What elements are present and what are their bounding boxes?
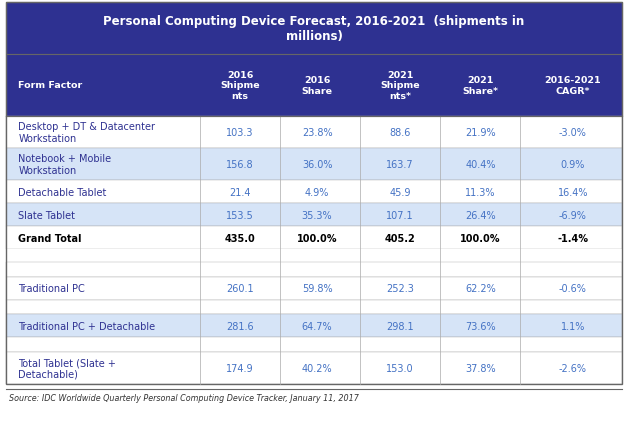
Text: Form Factor: Form Factor	[18, 81, 82, 90]
Bar	[6, 338, 622, 352]
Text: -6.9%: -6.9%	[559, 210, 587, 220]
Text: 298.1: 298.1	[386, 321, 414, 331]
Text: 163.7: 163.7	[386, 160, 414, 170]
Text: 100.0%: 100.0%	[297, 233, 337, 243]
Text: 64.7%: 64.7%	[302, 321, 332, 331]
Text: 23.8%: 23.8%	[302, 128, 332, 138]
Text: 45.9: 45.9	[389, 187, 411, 197]
Text: 2016-2021
CAGR*: 2016-2021 CAGR*	[544, 76, 601, 95]
Text: 2021
Shipme
nts*: 2021 Shipme nts*	[381, 71, 420, 101]
Text: Traditional PC: Traditional PC	[18, 283, 85, 293]
Bar	[6, 204, 622, 227]
Text: 2016
Shipme
nts: 2016 Shipme nts	[220, 71, 260, 101]
Text: 88.6: 88.6	[389, 128, 411, 138]
Text: 252.3: 252.3	[386, 283, 414, 293]
Bar	[6, 300, 622, 315]
Bar	[6, 227, 622, 250]
Bar	[6, 250, 622, 263]
Text: 2016
Share: 2016 Share	[301, 76, 333, 95]
Bar	[6, 3, 622, 55]
Text: 1.1%: 1.1%	[561, 321, 585, 331]
Text: 435.0: 435.0	[225, 233, 256, 243]
Text: 281.6: 281.6	[226, 321, 254, 331]
Bar	[6, 117, 622, 148]
Text: 40.2%: 40.2%	[302, 363, 332, 373]
Text: 21.4: 21.4	[229, 187, 251, 197]
Text: Personal Computing Device Forecast, 2016-2021  (shipments in
millions): Personal Computing Device Forecast, 2016…	[104, 15, 524, 43]
Text: -3.0%: -3.0%	[559, 128, 587, 138]
Text: 153.5: 153.5	[226, 210, 254, 220]
Text: 35.3%: 35.3%	[302, 210, 332, 220]
Text: 0.9%: 0.9%	[561, 160, 585, 170]
Text: 37.8%: 37.8%	[465, 363, 495, 373]
Text: Traditional PC + Detachable: Traditional PC + Detachable	[18, 321, 155, 331]
Bar	[6, 181, 622, 204]
Text: Desktop + DT & Datacenter
Workstation: Desktop + DT & Datacenter Workstation	[18, 122, 155, 144]
Text: 2021
Share*: 2021 Share*	[462, 76, 499, 95]
Text: 62.2%: 62.2%	[465, 283, 495, 293]
Text: Detachable Tablet: Detachable Tablet	[18, 187, 107, 197]
Text: 153.0: 153.0	[386, 363, 414, 373]
Text: 107.1: 107.1	[386, 210, 414, 220]
Text: 103.3: 103.3	[226, 128, 254, 138]
Bar	[6, 277, 622, 300]
Text: 36.0%: 36.0%	[302, 160, 332, 170]
Text: 174.9: 174.9	[226, 363, 254, 373]
Text: 26.4%: 26.4%	[465, 210, 495, 220]
Text: 156.8: 156.8	[226, 160, 254, 170]
Text: 40.4%: 40.4%	[465, 160, 495, 170]
Bar	[6, 352, 622, 384]
Text: 11.3%: 11.3%	[465, 187, 495, 197]
Text: 21.9%: 21.9%	[465, 128, 495, 138]
Text: Slate Tablet: Slate Tablet	[18, 210, 75, 220]
Text: Grand Total: Grand Total	[18, 233, 82, 243]
Text: Total Tablet (Slate +
Detachable): Total Tablet (Slate + Detachable)	[18, 357, 116, 379]
Text: 59.8%: 59.8%	[302, 283, 332, 293]
Text: Source: IDC Worldwide Quarterly Personal Computing Device Tracker, January 11, 2: Source: IDC Worldwide Quarterly Personal…	[9, 394, 359, 403]
Bar	[6, 55, 622, 117]
Text: 100.0%: 100.0%	[460, 233, 501, 243]
Text: 405.2: 405.2	[385, 233, 416, 243]
Bar	[6, 3, 622, 384]
Text: -0.6%: -0.6%	[559, 283, 587, 293]
Bar	[6, 148, 622, 181]
Text: 16.4%: 16.4%	[558, 187, 588, 197]
Text: 260.1: 260.1	[226, 283, 254, 293]
Text: Notebook + Mobile
Workstation: Notebook + Mobile Workstation	[18, 154, 111, 175]
Text: 4.9%: 4.9%	[305, 187, 329, 197]
Bar	[6, 315, 622, 338]
Text: 73.6%: 73.6%	[465, 321, 495, 331]
Text: -2.6%: -2.6%	[559, 363, 587, 373]
Bar	[6, 263, 622, 277]
Text: -1.4%: -1.4%	[557, 233, 588, 243]
